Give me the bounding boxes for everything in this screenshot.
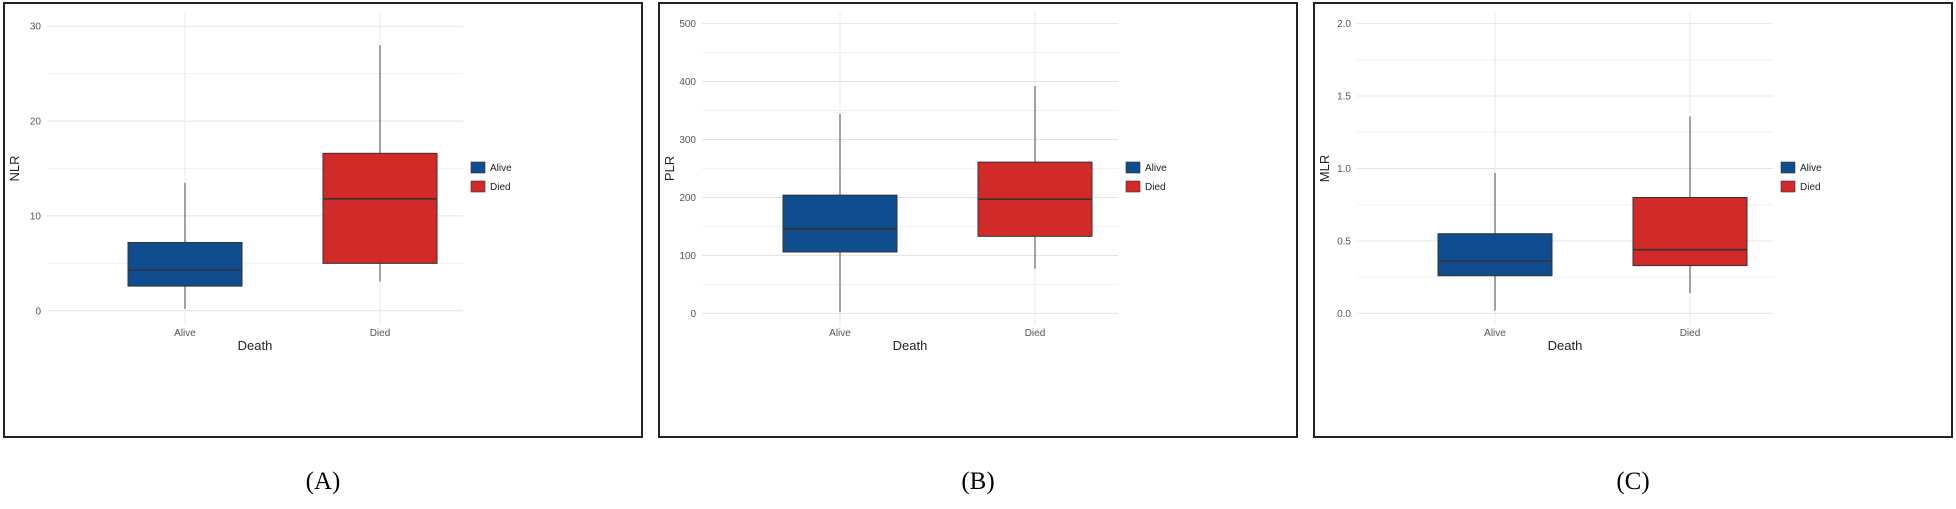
y-tick-label: 0 (690, 309, 696, 320)
legend-label-alive: Alive (490, 163, 512, 174)
caption-a: (A) (305, 468, 341, 495)
legend-swatch-alive (1780, 161, 1796, 174)
y-axis-title: NLR (7, 155, 22, 181)
y-tick-label: 300 (679, 135, 696, 146)
y-tick-label: 200 (679, 193, 696, 204)
box-died (322, 152, 438, 264)
box-alive (1437, 233, 1553, 277)
chart-panel-nlr: 0 10 20 30 Alive Died Death NLR Alive Died (3, 2, 643, 438)
caption-c: (C) (1616, 468, 1650, 495)
legend-label-died: Died (490, 182, 511, 193)
caption-b: (B) (961, 468, 995, 495)
x-tick-label: Died (370, 328, 391, 339)
legend-swatch-alive (470, 161, 486, 174)
y-tick-label: 100 (679, 251, 696, 262)
x-axis-title: Death (238, 338, 273, 353)
box-alive (127, 241, 243, 287)
x-tick-label: Died (1680, 328, 1701, 339)
legend-label-alive: Alive (1800, 163, 1822, 174)
legend-swatch-died (470, 180, 486, 193)
y-tick-label: 10 (30, 211, 42, 222)
x-tick-label: Alive (174, 328, 196, 339)
y-tick-label: 400 (679, 77, 696, 88)
legend-swatch-died (1780, 180, 1796, 193)
y-tick-label: 500 (679, 19, 696, 30)
y-tick-label: 1.5 (1337, 92, 1351, 103)
y-axis-title: PLR (662, 156, 677, 181)
x-axis-title: Death (1548, 338, 1583, 353)
legend-label-alive: Alive (1145, 163, 1167, 174)
x-tick-label: Alive (829, 328, 851, 339)
y-tick-label: 2.0 (1337, 19, 1351, 30)
chart-panel-mlr: 0.0 0.5 1.0 1.5 2.0 Alive Died Death MLR Alive Die… (1313, 2, 1953, 438)
x-tick-label: Died (1025, 328, 1046, 339)
chart-panel-plr: 0 100 200 300 400 500 Alive Died Death PLR Alive Di… (658, 2, 1298, 438)
legend-swatch-died (1125, 180, 1141, 193)
box-died (1632, 196, 1748, 267)
y-tick-label: 0 (35, 306, 41, 317)
y-axis-title: MLR (1317, 155, 1332, 182)
y-tick-label: 30 (30, 22, 42, 33)
y-tick-label: 1.0 (1337, 164, 1351, 175)
legend-label-died: Died (1145, 182, 1166, 193)
y-tick-label: 0.5 (1337, 236, 1351, 247)
y-tick-label: 20 (30, 117, 42, 128)
legend-swatch-alive (1125, 161, 1141, 174)
boxplot-mlr: 0.0 0.5 1.0 1.5 2.0 Alive Died Death MLR Alive Die… (1317, 12, 1822, 353)
boxplot-plr: 0 100 200 300 400 500 Alive Died Death PLR Alive Di… (662, 12, 1167, 353)
boxplot-nlr: 0 10 20 30 Alive Died Death NLR Alive Died (7, 12, 512, 353)
y-tick-label: 0.0 (1337, 309, 1351, 320)
x-tick-label: Alive (1484, 328, 1506, 339)
box-alive (782, 194, 898, 253)
x-axis-title: Death (893, 338, 928, 353)
legend-label-died: Died (1800, 182, 1821, 193)
